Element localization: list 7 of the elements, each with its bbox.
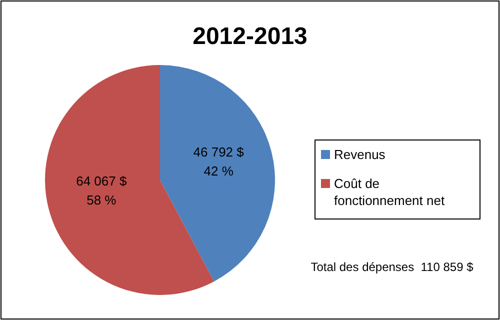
chart-title: 2012-2013 bbox=[192, 23, 308, 50]
data-label: 46 792 $ 42 % bbox=[193, 144, 245, 178]
legend-label: Coût de fonctionnement net bbox=[334, 176, 445, 208]
text: Total des dépenses 110 859 $ bbox=[310, 260, 474, 274]
legend-label: Revenus bbox=[334, 147, 386, 162]
pie-slice bbox=[160, 65, 275, 282]
data-label: 64 067 $ 58 % bbox=[76, 174, 128, 208]
